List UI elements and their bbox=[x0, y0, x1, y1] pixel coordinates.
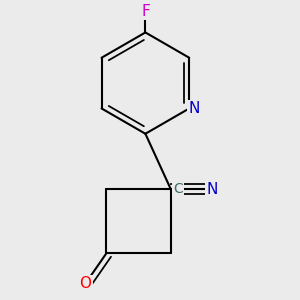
Text: F: F bbox=[141, 4, 150, 19]
Text: C: C bbox=[173, 182, 183, 196]
Text: N: N bbox=[206, 182, 218, 196]
Text: N: N bbox=[188, 101, 200, 116]
Text: O: O bbox=[80, 276, 92, 291]
